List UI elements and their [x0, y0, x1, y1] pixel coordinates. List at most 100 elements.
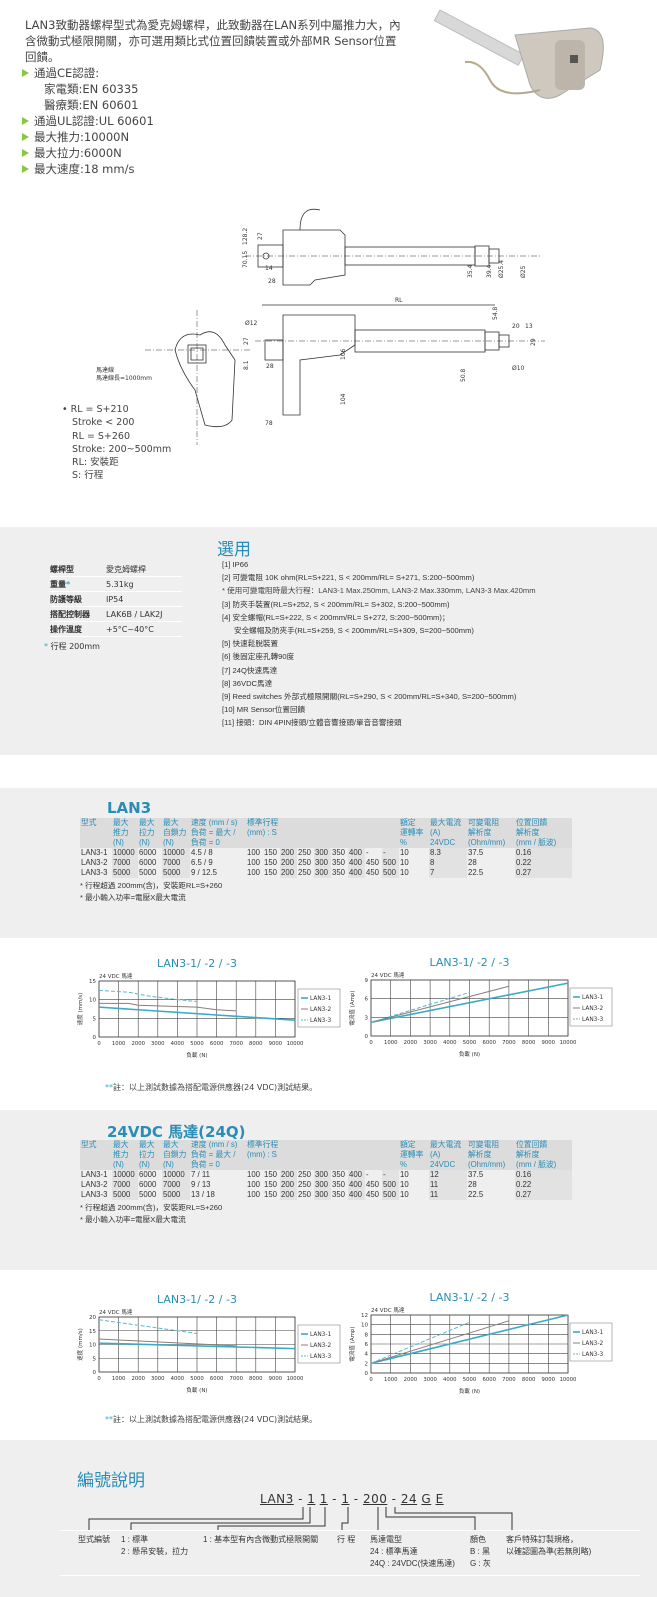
table-cell: 350: [332, 848, 346, 857]
feature-item: 最大速度:18 mm/s: [22, 161, 407, 177]
column-header: 最大電流: [429, 1140, 467, 1150]
feature-item: 通過UL認證:UL 60601: [22, 113, 407, 129]
table-cell: 150: [264, 848, 278, 857]
column-header: (N): [138, 1160, 162, 1170]
label-switch: 1 : 基本型有內含微動式極限開關: [203, 1535, 319, 1544]
x-tick-label: 4000: [443, 1377, 457, 1383]
table-cell: 10: [400, 1190, 409, 1199]
chart-subtitle: 24 VDC 馬達: [371, 971, 405, 979]
table-cell: 350: [332, 1190, 346, 1199]
plot-frame: [98, 1316, 296, 1373]
table-cell: 28: [468, 1180, 477, 1189]
table-cell: 150: [264, 1180, 278, 1189]
intro-block: LAN3致動器螺桿型式為愛克姆螺桿，此致動器在LAN系列中屬推力大，內含微動式極…: [22, 17, 407, 177]
x-tick-label: 0: [369, 1377, 373, 1383]
table-cell: 250: [298, 858, 312, 867]
chart-title: LAN3-1/ -2 / -3: [157, 1293, 237, 1306]
column-header: 解析度: [467, 828, 515, 838]
note-line: • RL = S+210: [62, 404, 129, 415]
x-tick-label: 2000: [131, 1041, 145, 1047]
x-tick-label: 2000: [404, 1377, 418, 1383]
column-header: 運轉率: [399, 1150, 429, 1160]
column-header: (N): [162, 1160, 190, 1170]
column-header: (mm / 脈波): [515, 1160, 572, 1170]
x-tick-label: 5000: [190, 1041, 204, 1047]
y-tick-label: 2: [365, 1361, 369, 1367]
column-header: (N): [138, 838, 162, 848]
y-tick-label: 0: [93, 1370, 97, 1376]
code-segment: 1: [307, 1492, 316, 1506]
spec-footnote: * 行程 200mm: [44, 642, 100, 651]
table-cell: 450: [366, 1190, 380, 1199]
triangle-bullet-icon: [22, 69, 29, 77]
code-segment: -: [327, 1492, 342, 1506]
legend-box: [297, 1324, 341, 1364]
24q-table-block: 型式 最大 最大 最大 速度 (mm / s) 標準行程 額定 最大電流 可變電阻 位置回饋 推力拉…: [80, 1140, 572, 1226]
legend-label: LAN3-3: [582, 1017, 603, 1023]
x-tick-label: 1000: [112, 1376, 126, 1382]
column-header: (Ohm/mm): [467, 1160, 515, 1170]
code-segment: -: [349, 1492, 363, 1506]
table-cell: 22.5: [468, 868, 484, 877]
table-cell: 400: [348, 868, 365, 878]
dimension-label: 35.4: [467, 264, 474, 278]
x-tick-label: 0: [97, 1041, 101, 1047]
24q-title: 24VDC 馬達(24Q): [107, 1123, 246, 1141]
table-cell: 450: [366, 858, 380, 867]
table-cell: 150: [264, 1190, 278, 1199]
x-tick-label: 9000: [269, 1376, 283, 1382]
table-cell: 6.5 / 9: [191, 858, 213, 867]
dimension-label: 8.1: [243, 360, 250, 370]
legend-label: LAN3-1: [582, 1330, 603, 1336]
intro-paragraph: LAN3致動器螺桿型式為愛克姆螺桿，此致動器在LAN系列中屬推力大，內含微動式極…: [25, 18, 401, 64]
table-cell: 500: [382, 1180, 399, 1190]
table-cell: 100: [247, 848, 261, 857]
spec-row: 防護等級 IP54: [50, 592, 182, 607]
table-cell: 37.5: [468, 848, 484, 857]
column-header: 自鎖力: [162, 1150, 190, 1160]
x-tick-label: 8000: [522, 1040, 536, 1046]
column-header: (A): [429, 1150, 467, 1160]
y-axis-label: 速度 (mm/s): [76, 993, 84, 1025]
column-header: 標準行程: [246, 818, 399, 828]
table-cell: 100: [247, 1190, 261, 1199]
x-tick-label: 2000: [404, 1040, 418, 1046]
table-cell: 100: [247, 1170, 261, 1179]
triangle-bullet-icon: [22, 133, 29, 141]
table-cell: 0.27: [515, 1190, 572, 1200]
column-header: 推力: [112, 828, 138, 838]
x-tick-label: 3000: [151, 1041, 165, 1047]
column-header: 24VDC: [429, 1160, 467, 1170]
speed-chart-24q: LAN3-1/ -2 / -3 24 VDC 馬達 0 1000 2000 3000 400…: [60, 1260, 350, 1410]
table-cell: 8.3: [429, 848, 467, 858]
series-line-lan3-2: [370, 985, 510, 1023]
spec-table: 螺桿型 愛克姆螺桿 重量* 5.31kg 防護等級 IP54 搭配控制器 LAK6B /…: [44, 562, 182, 652]
code-segment: E: [435, 1492, 444, 1506]
column-header: 可變電阻: [467, 1140, 515, 1150]
legend-label: LAN3-3: [310, 1018, 331, 1024]
dimension-label: Ø12: [245, 320, 258, 327]
table-cell: 350: [332, 1170, 346, 1179]
table-cell: 200: [280, 868, 297, 878]
legend-label: LAN3-2: [310, 1007, 331, 1013]
test-note: **註：以上測試數據為搭配電源供應器(24 VDC)測試結果。: [105, 1415, 318, 1424]
x-tick-label: 3000: [423, 1040, 437, 1046]
table-cell: LAN3-1: [81, 1170, 108, 1179]
dimension-label: 20: [512, 323, 520, 330]
table-cell: LAN3-3: [81, 1190, 108, 1199]
x-tick-label: 4000: [171, 1376, 185, 1382]
option-item: [8] 36VDC馬達: [222, 678, 273, 688]
table-cell: 0.22: [515, 1180, 572, 1190]
table-cell: 250: [298, 1180, 312, 1189]
feature-item: 最大拉力:6000N: [22, 145, 407, 161]
table-cell: 200: [280, 1170, 297, 1180]
x-tick-label: 5000: [190, 1376, 204, 1382]
column-header: 速度 (mm / s): [190, 1140, 246, 1150]
y-tick-label: 15: [89, 1329, 96, 1335]
x-tick-label: 6000: [210, 1041, 224, 1047]
table-cell: 350: [332, 1180, 346, 1189]
table-cell: 0.16: [515, 848, 572, 858]
dimension-label: 50.8: [460, 368, 467, 382]
feature-subitem: 醫療類:EN 60601: [44, 98, 139, 112]
column-header: 位置回饋: [515, 1140, 572, 1150]
